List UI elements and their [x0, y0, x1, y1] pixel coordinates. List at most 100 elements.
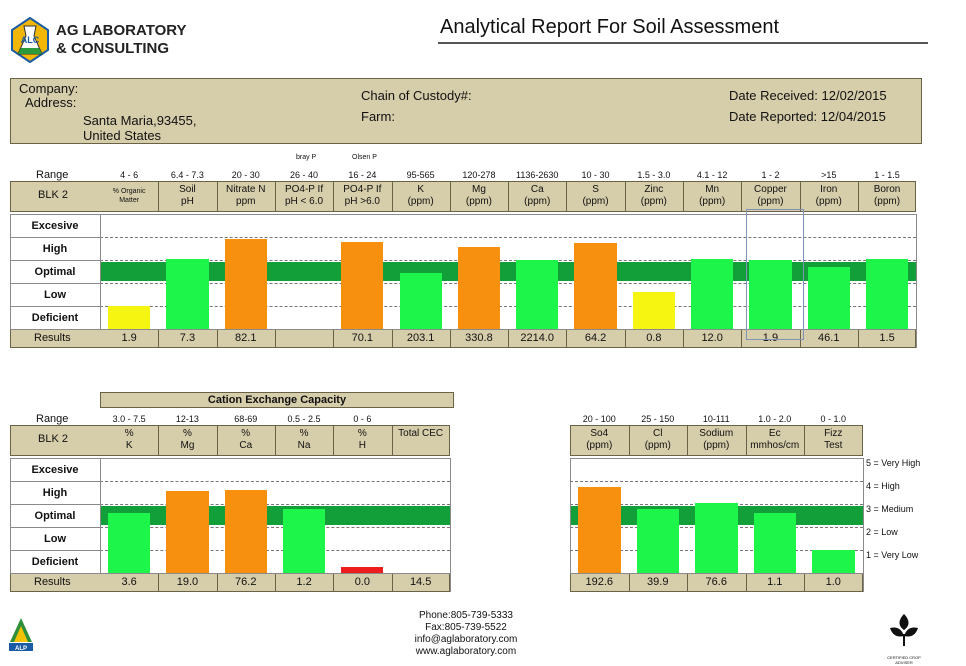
column-unit: (ppm)	[815, 196, 842, 207]
result-divider	[687, 573, 688, 592]
range-value: 16 - 24	[348, 170, 377, 180]
bar-mn	[691, 258, 734, 329]
plot-bottom-border	[10, 573, 450, 574]
range-value: 1136-2630	[516, 170, 559, 180]
copper-highlight-box	[746, 209, 804, 340]
header-row	[10, 181, 917, 212]
result-value: 2214.0	[520, 332, 555, 344]
row-divider	[10, 504, 100, 505]
plot-right-border	[449, 458, 451, 592]
column-label: Zinc	[644, 184, 664, 195]
column-unit: H	[358, 440, 366, 451]
bar--organic	[108, 306, 151, 329]
bar-boron	[865, 258, 909, 329]
footer-website[interactable]: www.aglaboratory.com	[415, 646, 517, 657]
header-divider	[857, 181, 859, 212]
bar--	[341, 567, 384, 573]
result-divider	[391, 573, 393, 592]
plot-bottom-border	[10, 329, 917, 330]
cec-title: Cation Exchange Capacity	[100, 392, 454, 408]
header-divider	[683, 181, 684, 212]
result-value: 76.2	[235, 576, 257, 588]
header-divider	[158, 181, 160, 212]
address-line1: Santa Maria,93455,	[83, 113, 197, 128]
header-divider	[333, 425, 335, 456]
range-value: 10 - 30	[581, 170, 610, 180]
column-label: Ec	[768, 428, 781, 439]
level-label: Deficient	[31, 556, 79, 568]
column-label: Total CEC	[398, 428, 444, 439]
logo-name-line1: AG LABORATORY	[56, 22, 187, 39]
row-divider	[10, 283, 100, 284]
bar-copper	[749, 260, 792, 329]
column-label: Fizz	[824, 428, 843, 439]
plot-left-border	[570, 458, 571, 592]
header-divider	[628, 425, 630, 456]
column-label: % Organic	[112, 188, 146, 195]
level-label: Excesive	[31, 464, 79, 476]
plot-left-border	[10, 214, 11, 348]
column-unit: ppm	[236, 196, 256, 207]
legend-item: 2 = Low	[866, 527, 898, 537]
result-divider	[216, 329, 218, 348]
address-label: Address:	[25, 95, 77, 110]
range-value: 20 - 30	[231, 170, 260, 180]
footer-email[interactable]: info@aglaboratory.com	[414, 634, 518, 645]
client-info-box: Company: Address: Santa Maria,93455, Uni…	[10, 78, 922, 144]
label-column-border	[100, 214, 101, 329]
result-divider	[624, 329, 626, 348]
range-value: 1 - 1.5	[874, 170, 900, 180]
range-value: 1.0 - 2.0	[758, 414, 792, 424]
custody-label: Chain of Custody#:	[361, 88, 472, 103]
result-divider	[628, 573, 630, 592]
header-divider	[508, 181, 510, 212]
result-value: 1.9	[121, 332, 137, 344]
svg-text:ALC: ALC	[21, 35, 40, 45]
column-unit: Test	[824, 440, 843, 451]
bar-po4-p-if	[341, 241, 384, 329]
result-value: 19.0	[176, 576, 199, 588]
address-line2: United States	[83, 128, 162, 143]
svg-text:ALP: ALP	[15, 646, 27, 652]
grid-line	[100, 481, 450, 482]
bar-so4	[578, 486, 621, 573]
sample-id: BLK 2	[38, 433, 68, 445]
range-value: 0 - 1.0	[820, 414, 846, 424]
result-divider	[158, 329, 160, 348]
range-value: >15	[821, 170, 837, 180]
column-label: Iron	[820, 184, 838, 195]
column-unit: pH < 6.0	[284, 196, 324, 207]
legend-item: 1 = Very Low	[866, 550, 919, 560]
result-value: 1.1	[767, 576, 783, 588]
column-label: Copper	[754, 184, 787, 195]
result-value: 14.5	[409, 576, 432, 588]
column-label: Ca	[530, 184, 544, 195]
bar--	[166, 491, 209, 573]
column-unit: (ppm)	[586, 440, 613, 451]
result-value: 46.1	[818, 332, 840, 344]
range-value: 3.0 - 7.5	[112, 414, 146, 424]
result-divider	[158, 573, 160, 592]
result-divider	[741, 329, 743, 348]
result-value: 39.9	[647, 576, 669, 588]
column-label: Mn	[705, 184, 720, 195]
column-unit: (ppm)	[873, 196, 901, 207]
column-unit: (ppm)	[644, 440, 671, 451]
results-label: Results	[34, 576, 71, 588]
result-value: 330.8	[465, 332, 493, 344]
row-divider	[10, 260, 100, 261]
range-value: 68-69	[234, 414, 258, 424]
result-divider	[216, 573, 218, 592]
header-divider	[158, 425, 160, 456]
result-divider	[745, 573, 747, 592]
level-label: Deficient	[31, 312, 79, 324]
result-divider	[274, 573, 276, 592]
range-value: 6.4 - 7.3	[170, 170, 204, 180]
plot-right-border	[862, 458, 864, 592]
crop-adviser-logo-icon: CERTIFIED CROP ADVISER	[884, 610, 924, 665]
column-unit: Na	[297, 440, 311, 451]
range-value: 10-111	[702, 414, 730, 424]
result-divider	[683, 329, 684, 348]
flask-logo-icon: ALC	[11, 16, 49, 64]
level-label: Low	[44, 289, 66, 301]
